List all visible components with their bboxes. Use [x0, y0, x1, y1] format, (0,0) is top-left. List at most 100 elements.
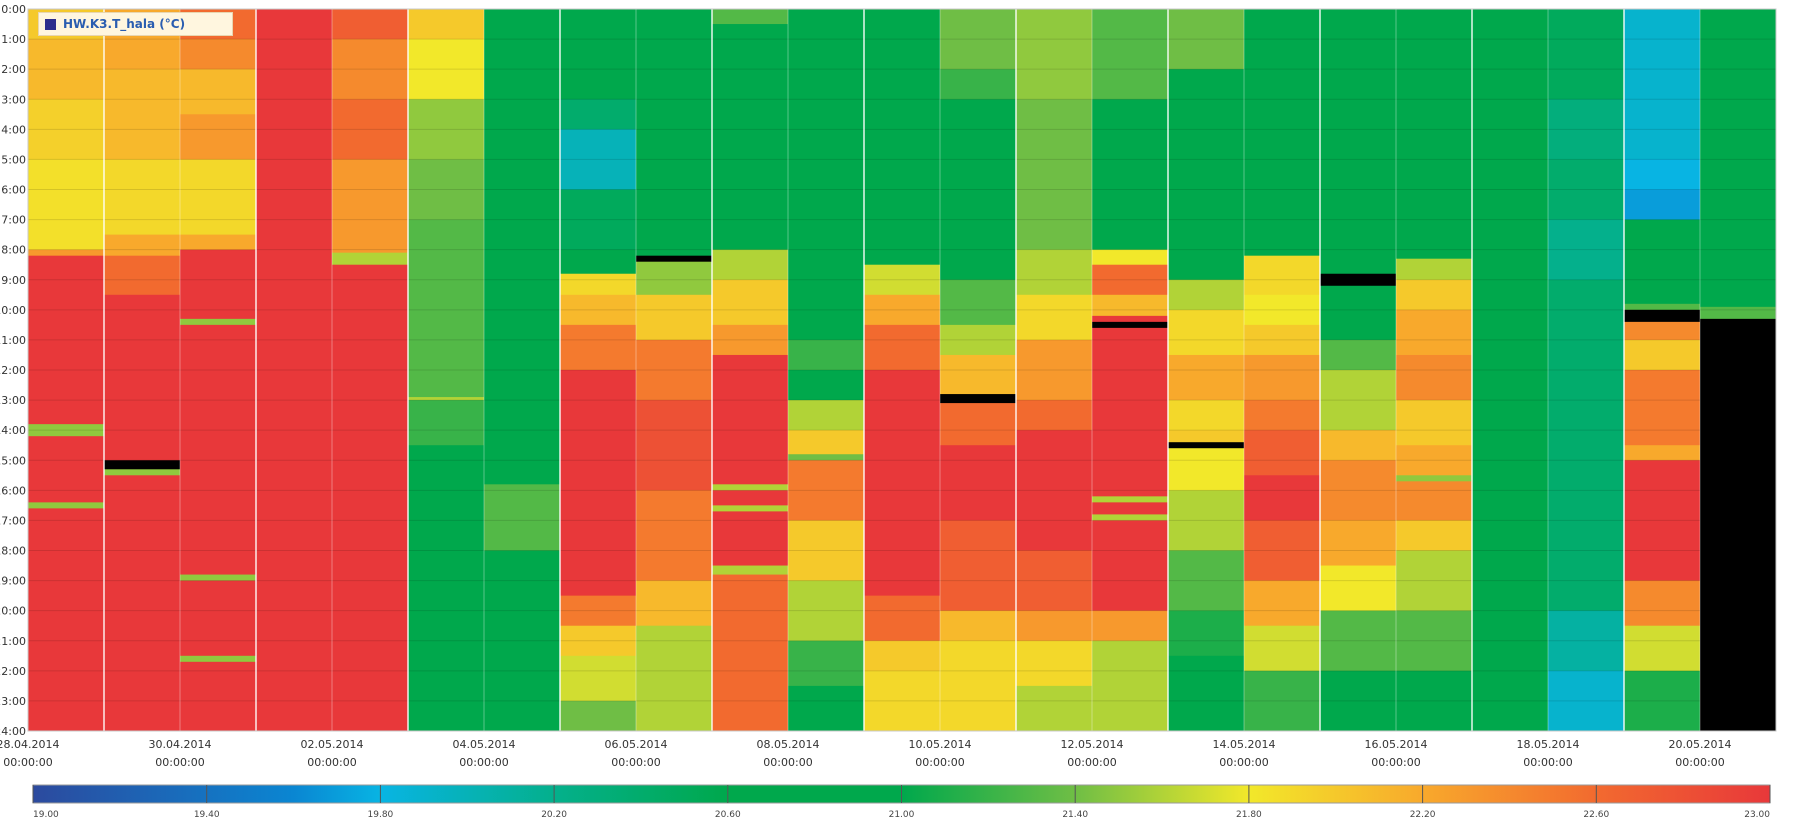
heat-cell: [1548, 279, 1624, 612]
heat-cell: [28, 255, 104, 425]
heat-cell: [560, 99, 636, 130]
heat-cell: [408, 219, 484, 398]
heat-cell: [1396, 309, 1472, 356]
heat-cell: [1320, 9, 1396, 275]
heat-cell: [1396, 400, 1472, 446]
heat-cell: [1396, 445, 1472, 476]
y-tick-label: 15:00: [0, 454, 26, 467]
heat-cell: [1624, 309, 1700, 323]
heat-cell: [1016, 294, 1092, 341]
heat-cell: [408, 159, 484, 221]
heat-cell: [1624, 580, 1700, 627]
heat-cell: [636, 625, 712, 732]
y-tick-label: 17:00: [0, 514, 26, 527]
heat-cell: [940, 354, 1016, 395]
heat-cell: [1092, 327, 1168, 497]
y-tick-label: 19:00: [0, 575, 26, 588]
x-tick-time: 00:00:00: [1523, 756, 1572, 769]
heat-cell: [1168, 9, 1244, 70]
x-tick-time: 00:00:00: [307, 756, 356, 769]
heat-cell: [636, 261, 712, 296]
heat-cell: [332, 39, 408, 100]
heat-cell: [104, 475, 180, 732]
heat-cell: [1624, 303, 1700, 311]
heat-cell: [560, 324, 636, 371]
heat-cell: [1624, 370, 1700, 446]
heat-cell: [1320, 670, 1396, 732]
heat-cell: [636, 339, 712, 401]
heat-cell: [1396, 475, 1472, 482]
heat-cell: [484, 39, 560, 160]
heat-cell: [104, 469, 180, 476]
heat-cell: [560, 625, 636, 657]
heat-cell: [1168, 655, 1244, 732]
heat-cell: [712, 249, 788, 281]
legend-label: HW.K3.T_hala (°C): [63, 17, 186, 31]
heat-cell: [1244, 400, 1320, 431]
heat-cell: [408, 9, 484, 40]
heat-cell: [180, 580, 256, 657]
x-tick-date: 28.04.2014: [0, 738, 59, 751]
heat-cell: [1168, 442, 1244, 449]
y-tick-label: 4:00: [1, 123, 26, 136]
heat-cell: [560, 273, 636, 296]
series-legend: HW.K3.T_hala (°C): [38, 12, 233, 36]
heat-cell: [1244, 580, 1320, 627]
heat-cell: [1244, 324, 1320, 356]
heat-cell: [1396, 9, 1472, 260]
heat-cell: [332, 252, 408, 266]
heat-cell: [28, 502, 104, 509]
heat-cell: [940, 9, 1016, 70]
heat-cell: [788, 454, 864, 461]
y-tick-label: 8:00: [1, 244, 26, 257]
heat-cell: [1624, 159, 1700, 190]
colorbar-tick-label: 21.40: [1062, 810, 1088, 820]
heat-cell: [256, 9, 332, 732]
heat-cell: [180, 249, 256, 320]
x-tick-time: 00:00:00: [155, 756, 204, 769]
heat-cell: [408, 397, 484, 401]
heat-cell: [1548, 159, 1624, 221]
heat-cell: [1396, 258, 1472, 281]
heat-cell: [1168, 430, 1244, 443]
heat-cell: [1396, 481, 1472, 521]
heat-cell: [940, 610, 1016, 642]
heat-cell: [332, 9, 408, 40]
heat-cell: [636, 490, 712, 582]
heat-cell: [1168, 448, 1244, 491]
heat-cell: [104, 255, 180, 296]
heat-cell: [1092, 9, 1168, 100]
heat-cell: [1548, 670, 1624, 732]
heat-cell: [1624, 445, 1700, 461]
heat-cell: [560, 189, 636, 251]
y-tick-label: 5:00: [1, 153, 26, 166]
heat-cell: [1244, 294, 1320, 326]
y-tick-label: 21:00: [0, 635, 26, 648]
x-tick-time: 00:00:00: [611, 756, 660, 769]
heat-cell: [712, 565, 788, 576]
heat-cell: [1016, 339, 1092, 401]
heat-cell: [1548, 219, 1624, 281]
y-tick-label: 9:00: [1, 274, 26, 287]
heat-cell: [104, 460, 180, 470]
heat-cell: [712, 324, 788, 356]
heat-cell: [1016, 249, 1092, 296]
heat-cell: [1320, 520, 1396, 567]
x-tick-time: 00:00:00: [459, 756, 508, 769]
heat-cell: [408, 445, 484, 732]
y-tick-label: 1:00: [1, 33, 26, 46]
y-tick-label: 18:00: [0, 545, 26, 558]
heat-cell: [180, 69, 256, 115]
heat-cell: [484, 279, 560, 485]
heat-cell: [788, 39, 864, 341]
heat-cell: [408, 39, 484, 100]
heat-cell: [560, 39, 636, 100]
x-tick-time: 00:00:00: [3, 756, 52, 769]
heat-cell: [1092, 496, 1168, 503]
y-tick-label: 22:00: [0, 665, 26, 678]
heat-cell: [864, 640, 940, 672]
heat-cell: [180, 39, 256, 70]
heat-cell: [180, 318, 256, 326]
colorbar-tick-label: 20.60: [715, 810, 741, 820]
x-tick-time: 00:00:00: [1371, 756, 1420, 769]
